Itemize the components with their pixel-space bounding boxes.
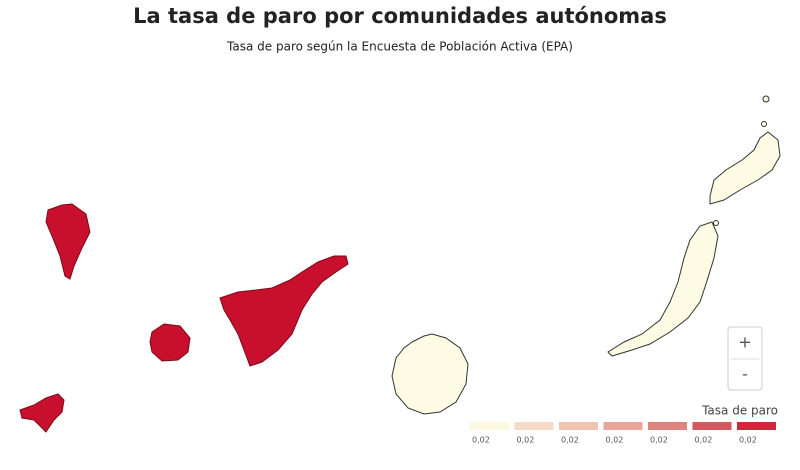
legend-swatch — [470, 422, 509, 430]
subtitle: Tasa de paro según la Encuesta de Poblac… — [226, 40, 573, 54]
legend-label: 0,02 — [606, 436, 624, 445]
gran-canaria[interactable] — [391, 333, 469, 415]
legend-label: 0,02 — [517, 436, 535, 445]
islands — [19, 95, 781, 433]
tenerife[interactable] — [219, 255, 349, 367]
legend-label: 0,02 — [472, 436, 490, 445]
zoom-control: + - — [727, 326, 763, 391]
fuerteventura[interactable] — [607, 221, 719, 357]
legend-swatch — [559, 422, 598, 430]
legend-swatch — [648, 422, 687, 430]
legend-swatch — [514, 422, 554, 430]
islet[interactable] — [762, 95, 770, 103]
la-gomera[interactable] — [149, 323, 191, 362]
zoom-out[interactable]: - — [742, 365, 748, 384]
la-palma[interactable] — [45, 203, 91, 280]
title: La tasa de paro por comunidades autónoma… — [133, 4, 667, 28]
legend-label: 0,02 — [695, 436, 713, 445]
el-hierro[interactable] — [19, 393, 65, 433]
legend-label: 0,02 — [739, 436, 757, 445]
legend-swatch — [603, 422, 643, 430]
legend: Tasa de paro 0,02 0,02 0,02 0,02 0,02 0,02 0,0… — [470, 404, 778, 445]
islet[interactable] — [713, 220, 719, 226]
legend-label: 0,02 — [650, 436, 668, 445]
islet[interactable] — [761, 121, 767, 127]
legend-swatch — [737, 422, 776, 430]
legend-label: 0,02 — [561, 436, 579, 445]
lanzarote[interactable] — [709, 131, 781, 205]
legend-title: Tasa de paro — [701, 404, 778, 418]
legend-swatch — [692, 422, 732, 430]
zoom-in[interactable]: + — [738, 333, 751, 352]
